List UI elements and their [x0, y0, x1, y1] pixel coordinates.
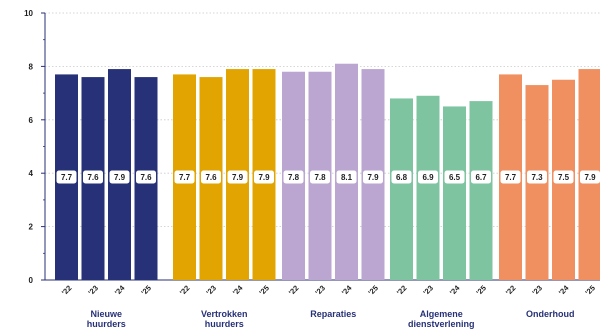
data-label-box — [136, 170, 156, 184]
y-tick-label: 0 — [29, 276, 34, 285]
data-label-box — [391, 170, 412, 184]
x-tick-label: '25 — [474, 283, 488, 297]
data-label: 6.8 — [396, 173, 408, 182]
data-label: 7.7 — [61, 173, 73, 182]
data-label: 6.5 — [449, 173, 461, 182]
data-label: 7.6 — [140, 173, 152, 182]
data-label-box — [174, 170, 195, 184]
bar — [443, 106, 466, 280]
data-label-box — [418, 170, 438, 184]
data-label-box — [227, 170, 248, 184]
data-label: 7.6 — [205, 173, 217, 182]
x-tick-label: '22 — [178, 283, 192, 297]
y-tick-label: 2 — [29, 223, 34, 232]
group-label: huurders — [87, 319, 126, 329]
data-label: 7.9 — [258, 173, 270, 182]
x-tick-label: '25 — [583, 283, 597, 297]
data-label: 7.9 — [584, 173, 596, 182]
x-tick-label: '23 — [86, 283, 100, 297]
data-label: 6.7 — [475, 173, 487, 182]
data-label-box — [310, 170, 330, 184]
x-tick-label: '22 — [287, 283, 301, 297]
x-tick-label: '23 — [204, 283, 218, 297]
group-label: dienstverlening — [408, 319, 475, 329]
x-tick-label: '22 — [60, 283, 74, 297]
x-tick-label: '22 — [395, 283, 409, 297]
x-tick-label: '23 — [421, 283, 435, 297]
data-label: 7.6 — [87, 173, 99, 182]
data-label: 7.8 — [314, 173, 326, 182]
y-tick-label: 6 — [29, 116, 34, 125]
data-label: 7.9 — [367, 173, 379, 182]
x-tick-label: '24 — [113, 283, 127, 297]
group-label: Nieuwe — [90, 309, 122, 319]
data-label: 7.5 — [558, 173, 570, 182]
data-label-box — [83, 170, 103, 184]
data-label: 7.7 — [505, 173, 517, 182]
data-label: 7.7 — [179, 173, 191, 182]
group-label: Vertrokken — [201, 309, 248, 319]
x-tick-label: '24 — [448, 283, 462, 297]
data-label-box — [500, 170, 521, 184]
x-tick-label: '25 — [366, 283, 380, 297]
x-tick-label: '24 — [231, 283, 245, 297]
labels: 02468107.7'227.6'237.9'247.6'25Nieuwehuu… — [24, 9, 600, 329]
x-tick-label: '23 — [530, 283, 544, 297]
data-label-box — [363, 170, 383, 184]
data-label: 7.9 — [232, 173, 244, 182]
data-label-box — [109, 170, 130, 184]
group-label: Reparaties — [310, 309, 356, 319]
group-label: Algemene — [420, 309, 463, 319]
y-tick-label: 8 — [29, 62, 34, 71]
data-label-box — [471, 170, 491, 184]
x-tick-label: '22 — [504, 283, 518, 297]
data-label: 6.9 — [422, 173, 434, 182]
bar — [390, 98, 413, 280]
data-label-box — [580, 170, 600, 184]
data-label-box — [283, 170, 304, 184]
group-label: huurders — [205, 319, 244, 329]
data-label: 8.1 — [341, 173, 353, 182]
data-label: 7.9 — [114, 173, 126, 182]
y-tick-label: 10 — [24, 9, 33, 18]
bar — [416, 95, 440, 281]
data-label-box — [201, 170, 221, 184]
data-label-box — [254, 170, 274, 184]
x-tick-label: '25 — [139, 283, 153, 297]
x-tick-label: '24 — [340, 283, 354, 297]
data-label-box — [444, 170, 465, 184]
data-label: 7.3 — [531, 173, 543, 182]
data-label-box — [553, 170, 574, 184]
data-label: 7.8 — [288, 173, 300, 182]
y-tick-label: 4 — [29, 169, 34, 178]
data-label-box — [527, 170, 547, 184]
data-label-box — [336, 170, 357, 184]
data-label-box — [56, 170, 77, 184]
x-tick-label: '23 — [313, 283, 327, 297]
bar — [469, 101, 493, 280]
group-label: Onderhoud — [526, 309, 575, 319]
x-tick-label: '25 — [257, 283, 271, 297]
x-tick-label: '24 — [557, 283, 571, 297]
